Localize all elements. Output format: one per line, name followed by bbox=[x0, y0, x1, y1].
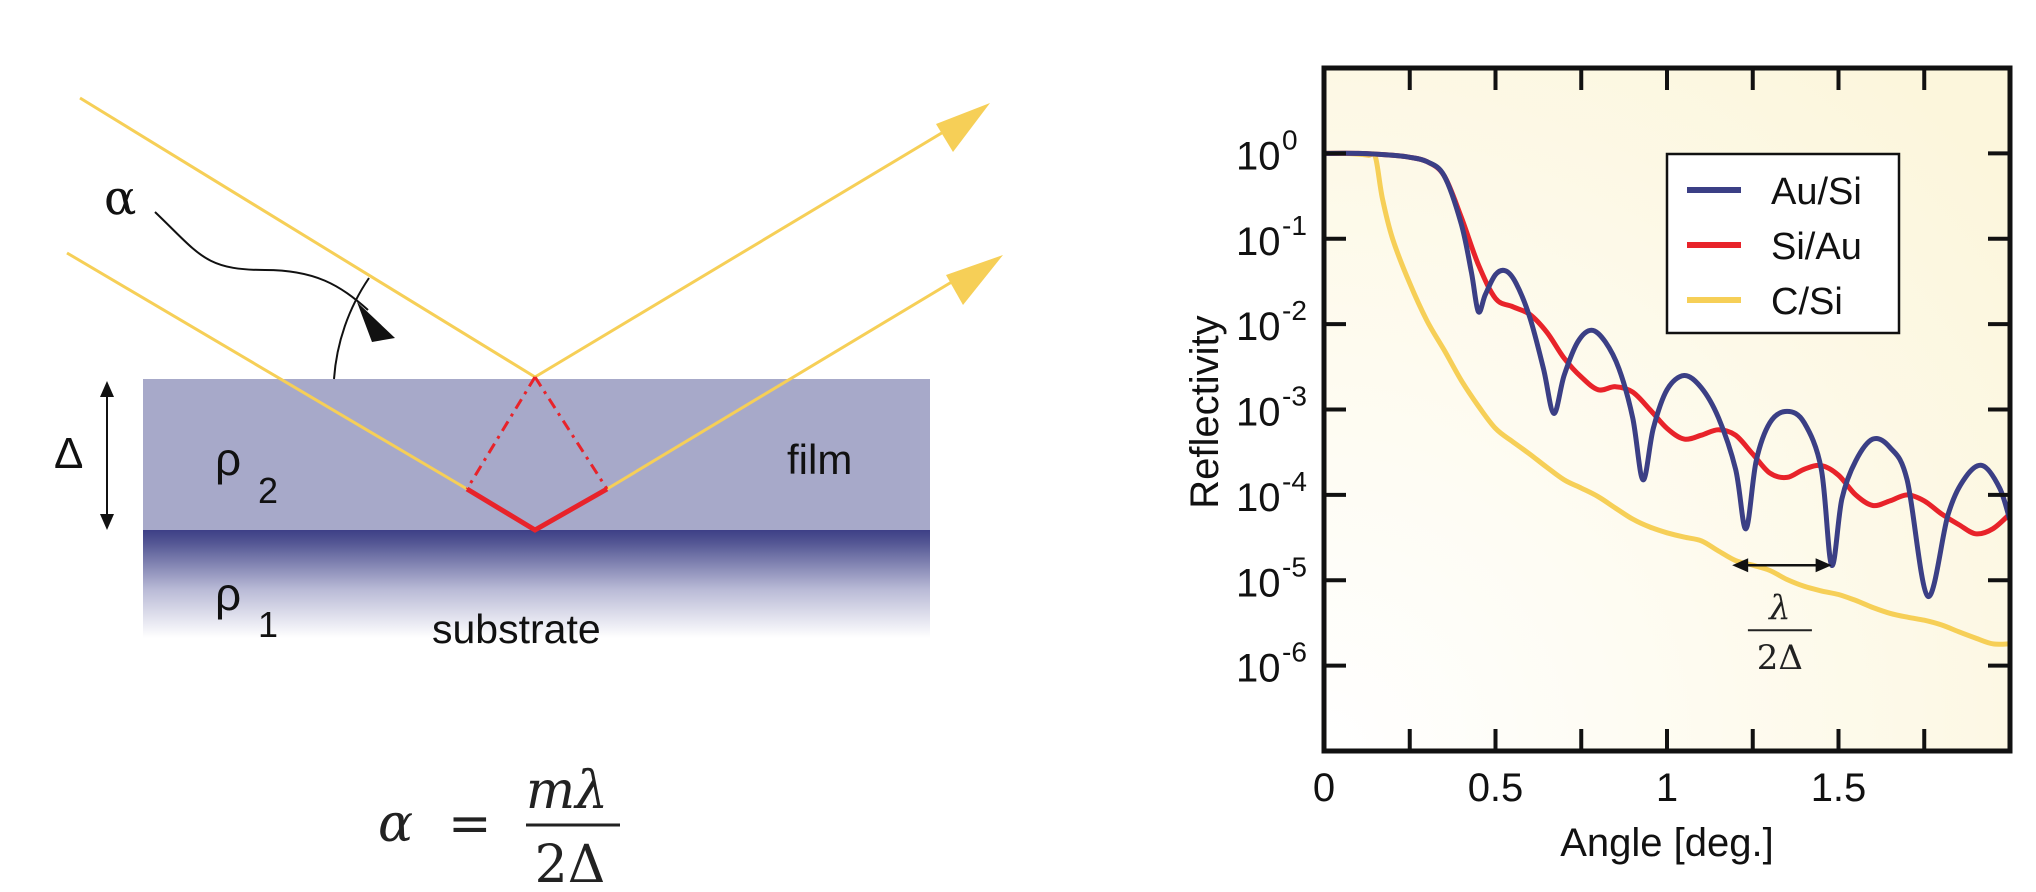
rho1-subscript: 1 bbox=[258, 604, 278, 645]
y-tick-label-exponent: -1 bbox=[1282, 210, 1307, 241]
rho2-subscript: 2 bbox=[258, 470, 278, 511]
x-tick-label: 1 bbox=[1656, 766, 1678, 810]
delta-label: Δ bbox=[54, 429, 83, 478]
legend: Au/Si Si/Au C/Si bbox=[1665, 152, 1901, 335]
formula-equals: = bbox=[448, 794, 492, 854]
incident-beam-bottom bbox=[66, 251, 468, 491]
y-tick-label: 10 bbox=[1236, 476, 1281, 520]
substrate-layer bbox=[143, 530, 930, 638]
formula-denominator: 2Δ bbox=[535, 835, 606, 892]
legend-label-au-si: Au/Si bbox=[1771, 171, 1862, 213]
substrate-label: substrate bbox=[432, 606, 601, 652]
rho2-label: ρ bbox=[215, 433, 241, 485]
delta-arrow-down-head bbox=[100, 514, 114, 530]
series-line-au-si bbox=[1324, 150, 2010, 599]
formula-lhs: α bbox=[378, 794, 413, 854]
alpha-leader-curve bbox=[154, 211, 369, 311]
alpha-label: α bbox=[104, 170, 136, 226]
x-axis-label: Angle [deg.] bbox=[1560, 821, 1774, 865]
refracted-path bbox=[465, 486, 609, 533]
reflected-arrowhead-top bbox=[936, 103, 990, 152]
reflected-beam-bottom bbox=[606, 275, 961, 491]
x-tick-label: 0.5 bbox=[1468, 766, 1524, 810]
x-tick-label: 1.5 bbox=[1811, 766, 1867, 810]
y-tick-label: 10 bbox=[1236, 134, 1281, 178]
film-layer bbox=[143, 379, 930, 531]
film-diagram: α Δ ρ 2 film ρ 1 substrate α = mλ 2Δ bbox=[54, 96, 1003, 892]
legend-label-c-si: C/Si bbox=[1771, 281, 1843, 323]
virtual-path-right bbox=[533, 376, 609, 490]
y-tick-label: 10 bbox=[1236, 561, 1281, 605]
bragg-formula: α = mλ 2Δ bbox=[378, 761, 620, 892]
series-line-si-au bbox=[1324, 150, 2010, 537]
period-annotation-numerator: λ bbox=[1767, 588, 1791, 628]
x-tick-labels: 0 0.5 1 1.5 bbox=[1313, 766, 1866, 810]
reflected-beam-top bbox=[534, 126, 951, 379]
incident-beam-top bbox=[79, 96, 536, 379]
film-label: film bbox=[787, 436, 852, 483]
y-tick-label-exponent: -2 bbox=[1282, 295, 1307, 326]
series-line-c-si bbox=[1324, 150, 2010, 647]
period-annotation: λ 2Δ bbox=[1732, 558, 1832, 678]
series-layer bbox=[1324, 150, 2010, 647]
period-arrow-right-head bbox=[1815, 558, 1832, 573]
period-annotation-denominator: 2Δ bbox=[1757, 638, 1803, 678]
y-tick-label: 10 bbox=[1236, 220, 1281, 264]
y-tick-label-exponent: -5 bbox=[1282, 551, 1307, 582]
y-axis-label: Reflectivity bbox=[1183, 315, 1227, 508]
y-tick-label-exponent: -6 bbox=[1282, 637, 1307, 668]
alpha-angle-arrowhead bbox=[357, 302, 395, 342]
tick-layer bbox=[1324, 68, 2010, 751]
y-tick-label: 10 bbox=[1236, 305, 1281, 349]
formula-numerator: mλ bbox=[526, 761, 608, 821]
delta-arrow-up-head bbox=[100, 381, 114, 397]
legend-label-si-au: Si/Au bbox=[1771, 226, 1862, 268]
y-tick-label-exponent: -3 bbox=[1282, 381, 1307, 412]
rho1-label: ρ bbox=[215, 568, 241, 620]
virtual-path-left bbox=[465, 376, 537, 490]
x-tick-label: 0 bbox=[1313, 766, 1335, 810]
y-tick-label: 10 bbox=[1236, 391, 1281, 435]
reflected-arrowhead-bottom bbox=[946, 255, 1003, 305]
alpha-angle-arc bbox=[333, 277, 370, 380]
y-tick-label: 10 bbox=[1236, 647, 1281, 691]
y-tick-label-exponent: -4 bbox=[1282, 466, 1307, 497]
y-tick-label-exponent: 0 bbox=[1282, 124, 1298, 155]
period-arrow-left-head bbox=[1732, 558, 1749, 573]
